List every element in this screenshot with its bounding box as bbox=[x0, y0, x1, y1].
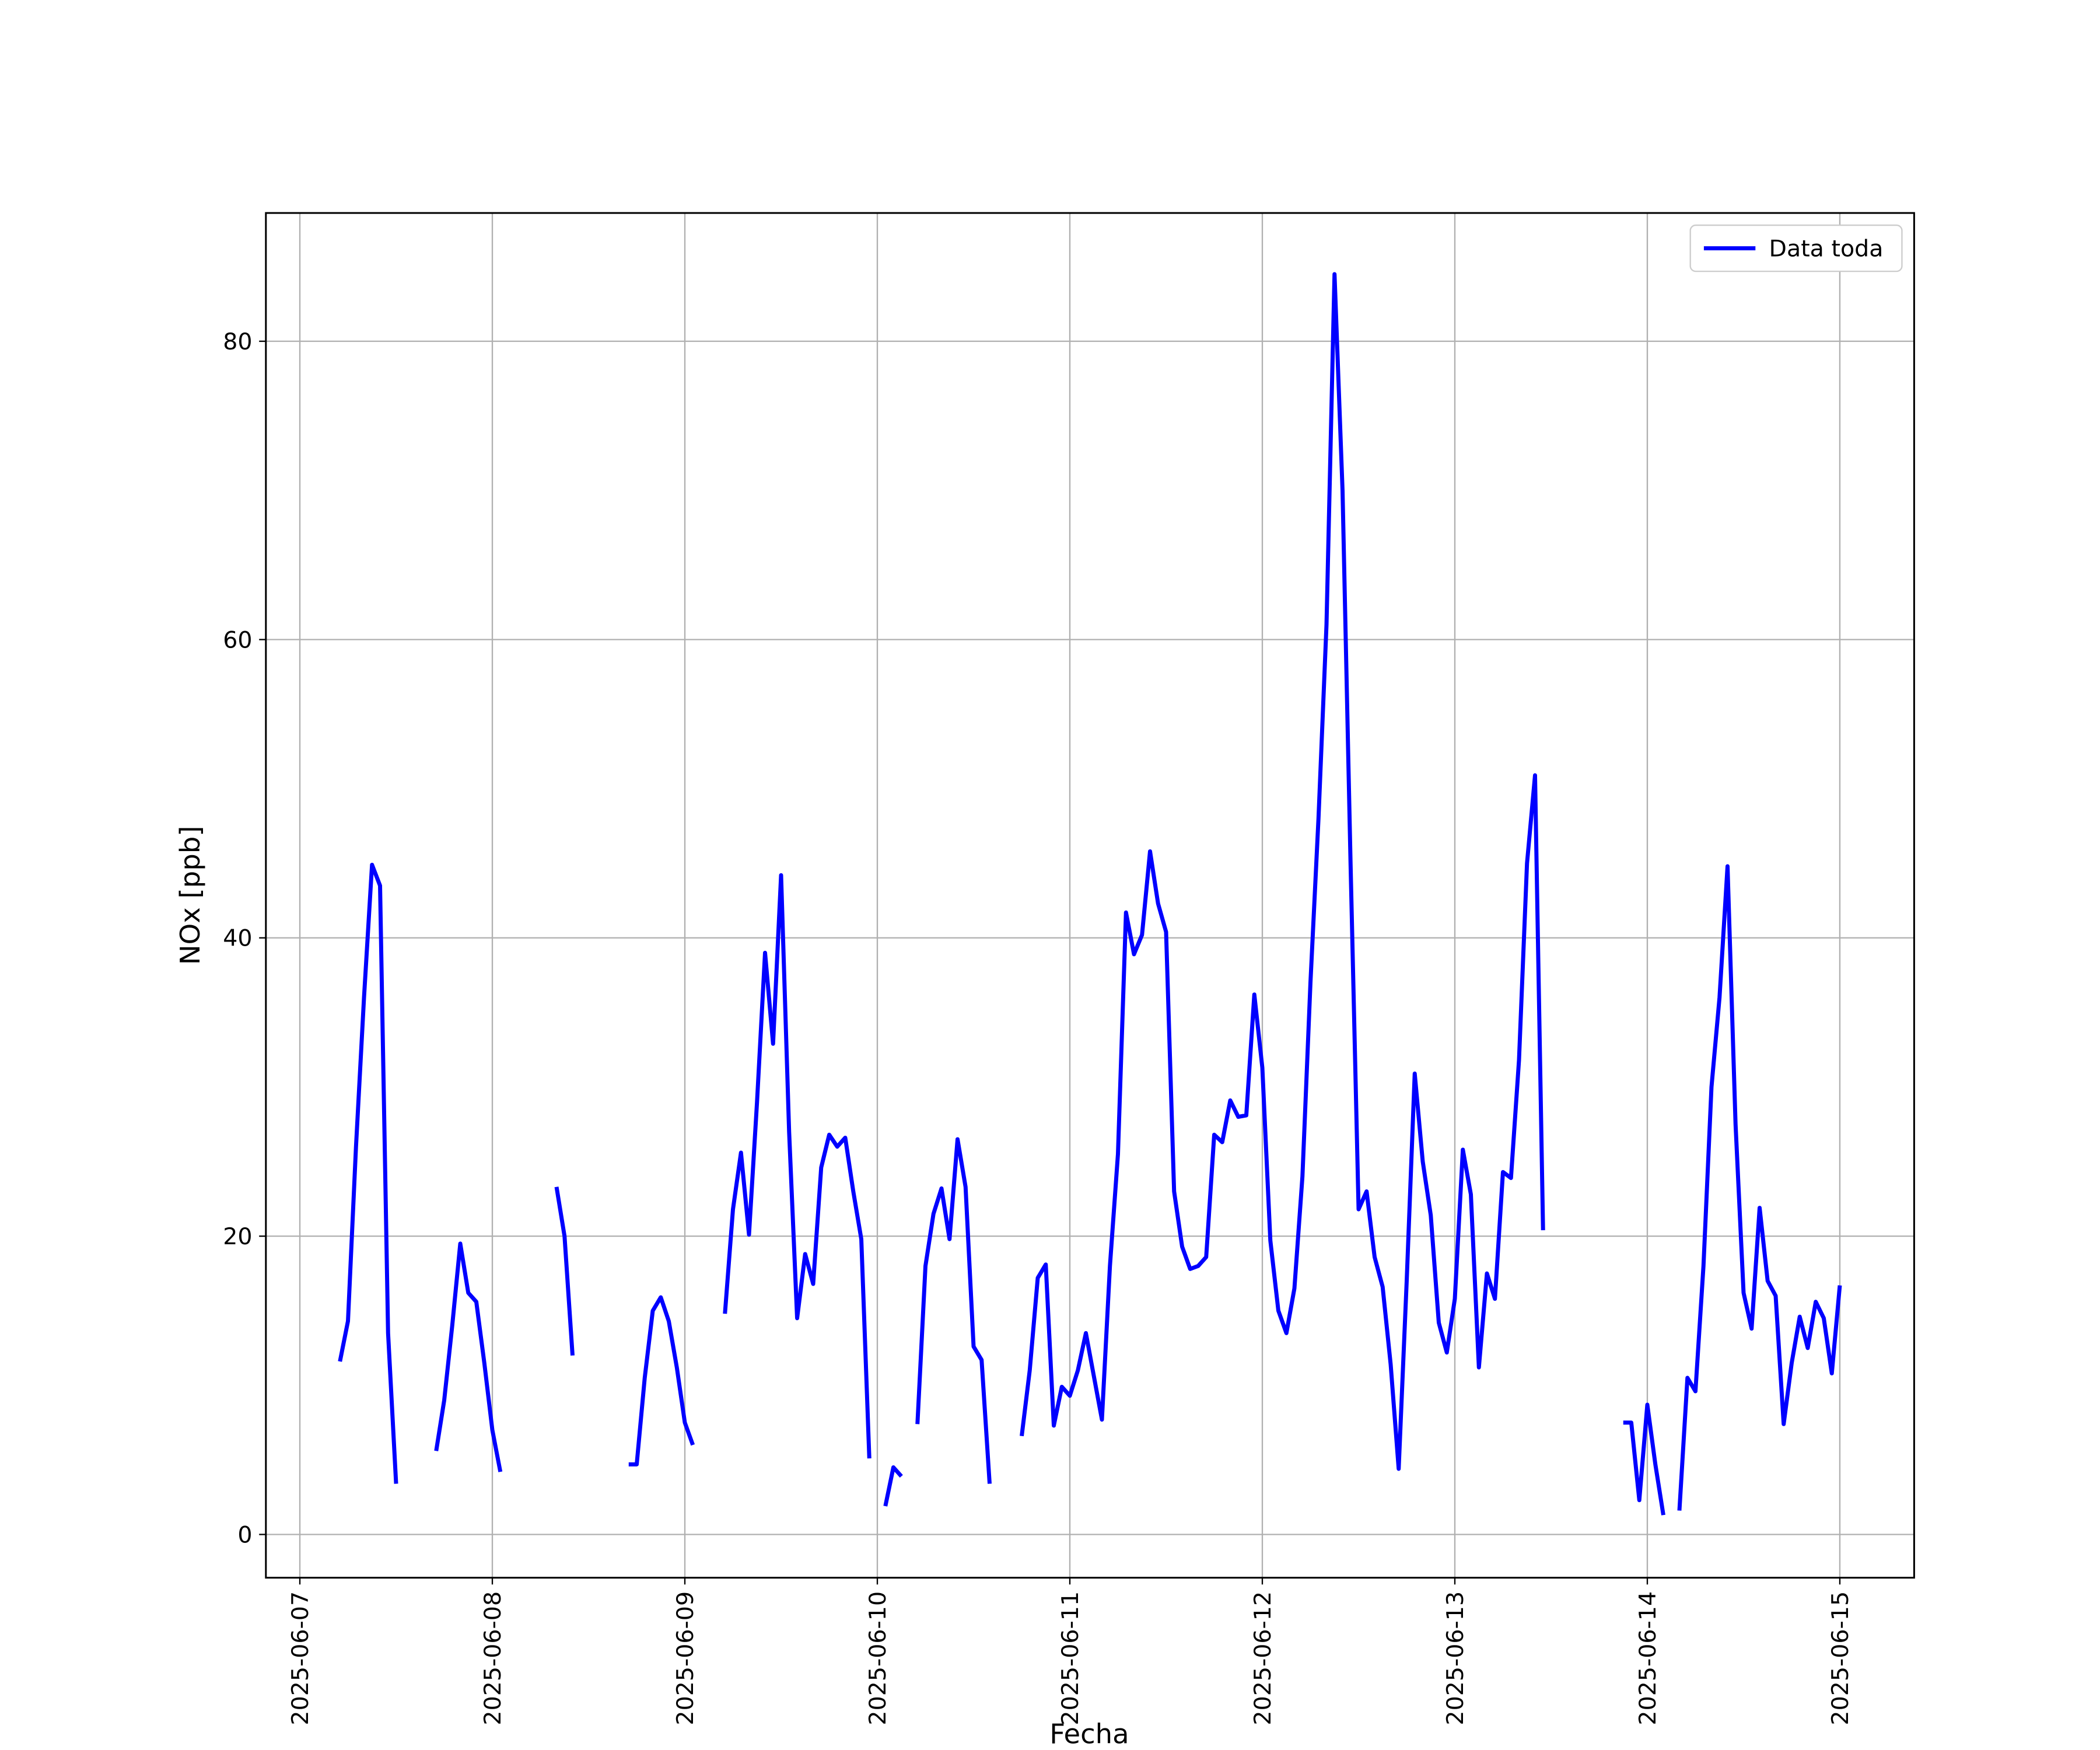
x-tick-label: 2025-06-14 bbox=[1634, 1591, 1661, 1726]
x-tick-label: 2025-06-15 bbox=[1827, 1591, 1854, 1726]
legend-label: Data toda bbox=[1769, 236, 1884, 262]
x-tick-label: 2025-06-09 bbox=[672, 1591, 699, 1726]
y-tick-label: 40 bbox=[223, 925, 252, 952]
x-tick-label: 2025-06-08 bbox=[480, 1591, 506, 1726]
x-tick-label: 2025-06-07 bbox=[287, 1591, 314, 1726]
data-line bbox=[338, 272, 1842, 1516]
x-tick-label: 2025-06-10 bbox=[864, 1591, 891, 1726]
y-tick-label: 20 bbox=[223, 1223, 252, 1250]
x-tick-label: 2025-06-12 bbox=[1250, 1591, 1276, 1726]
legend-box bbox=[1689, 224, 1903, 272]
y-tick-label: 60 bbox=[223, 626, 252, 653]
y-tick-label: 0 bbox=[237, 1521, 252, 1548]
x-tick-label: 2025-06-11 bbox=[1057, 1591, 1084, 1726]
y-axis-label: NOx [ppb] bbox=[174, 826, 206, 965]
plot-frame bbox=[265, 212, 1915, 1579]
y-tick-label: 80 bbox=[223, 328, 252, 355]
x-tick-label: 2025-06-13 bbox=[1442, 1591, 1469, 1726]
x-axis-label: Fecha bbox=[1049, 1718, 1129, 1749]
